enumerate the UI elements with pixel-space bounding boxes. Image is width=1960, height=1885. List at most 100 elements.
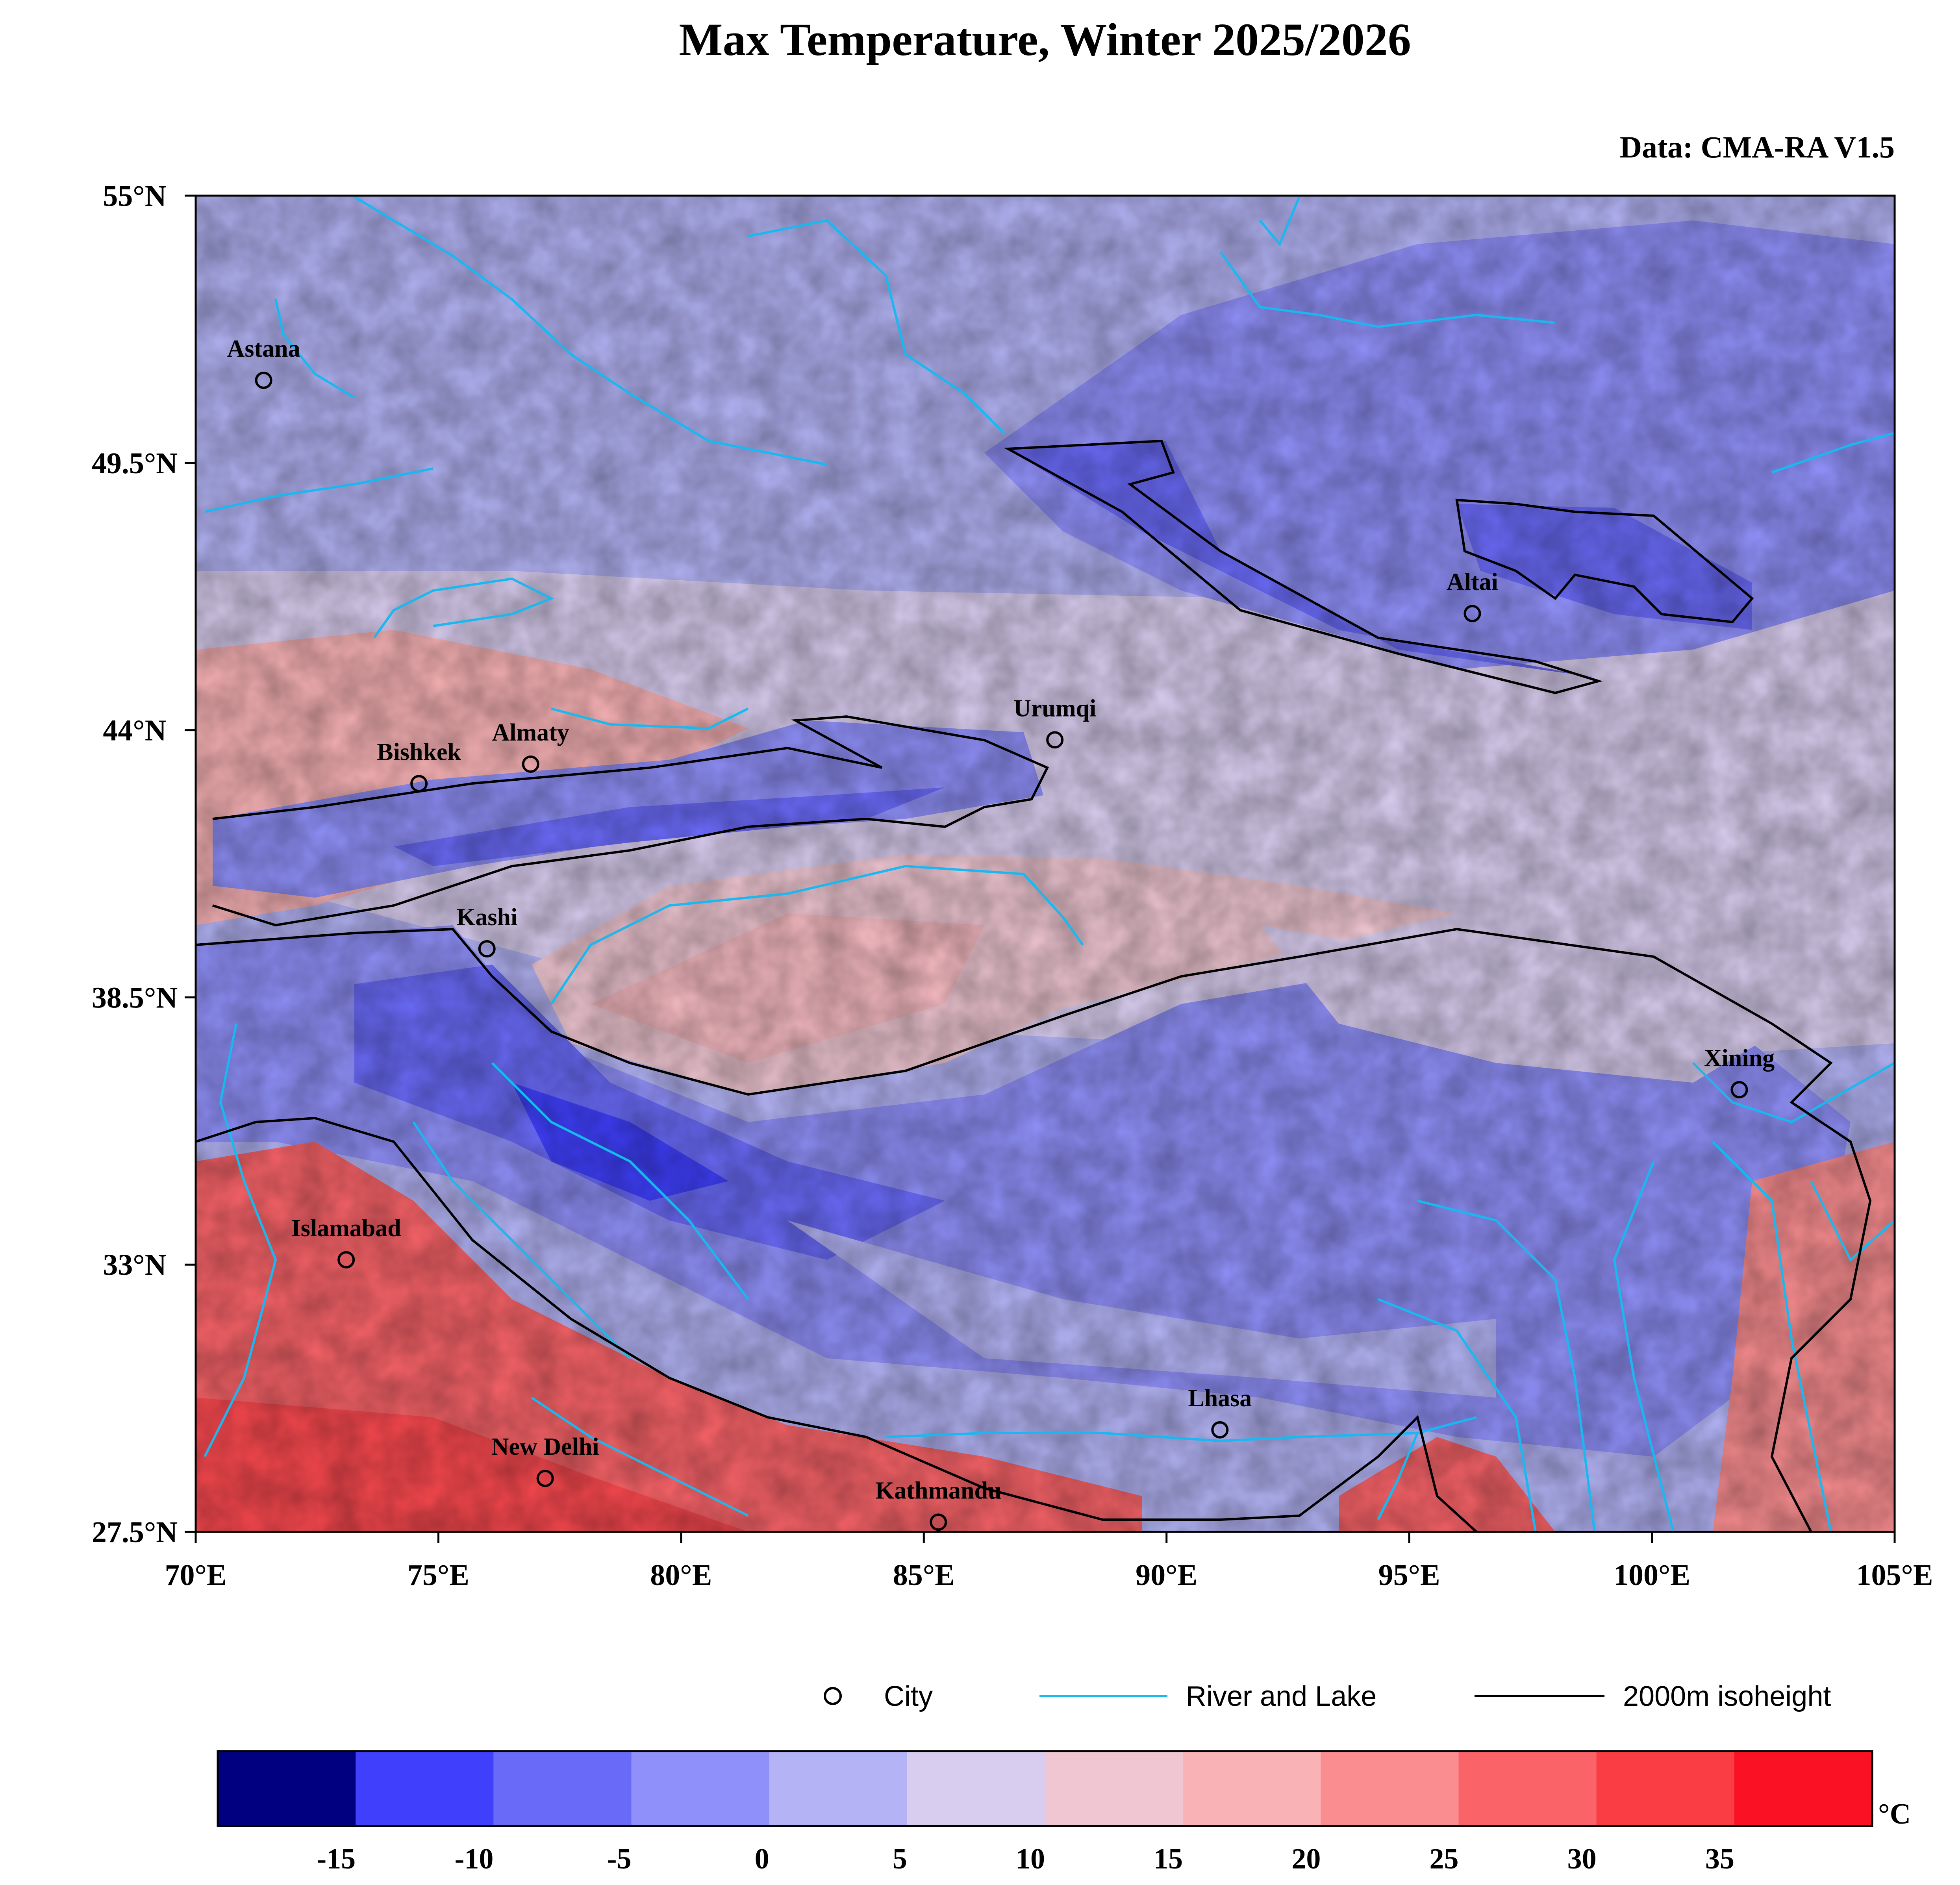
data-source: Data: CMA-RA V1.5 [1620, 130, 1895, 164]
city-label: Almaty [492, 719, 569, 746]
colorbar-tick-label: -10 [455, 1843, 494, 1875]
colorbar-tick-label: -5 [607, 1843, 632, 1875]
river-ili [551, 707, 749, 730]
y-tick-label: 33°N [103, 1248, 166, 1281]
river-brahmaputra [1377, 1432, 1419, 1520]
river-east [1771, 432, 1895, 474]
city-marker-icon [1730, 1081, 1748, 1098]
river-tobol [204, 467, 433, 513]
colorbar-bin [1321, 1751, 1459, 1826]
city-label: Kathmandu [875, 1477, 1001, 1504]
river-selenga [1219, 251, 1556, 328]
x-tick-label: 85°E [893, 1559, 955, 1592]
colorbar-bin [907, 1751, 1045, 1826]
city-marker-icon [1211, 1421, 1229, 1439]
city-urumqi: Urumqi [1013, 695, 1096, 749]
colorbar-tick-label: 0 [755, 1843, 769, 1875]
colorbar-tick-label: 15 [1154, 1843, 1183, 1875]
city-islamabad: Islamabad [291, 1215, 401, 1268]
isoheight-tianshan [212, 715, 1049, 927]
river-mekong [1377, 1298, 1537, 1532]
x-tick-label: 80°E [650, 1559, 712, 1592]
colorbar-tick-label: 5 [893, 1843, 907, 1875]
city-marker-icon [410, 775, 428, 793]
city-label: Kashi [456, 904, 517, 931]
river-ob [748, 219, 1005, 434]
city-marker-icon [337, 1251, 355, 1268]
colorbar-bin [1183, 1751, 1321, 1826]
x-tick-label: 95°E [1378, 1559, 1440, 1592]
city-marker-icon [522, 755, 539, 773]
x-tick-label: 75°E [408, 1559, 469, 1592]
city-new-delhi: New Delhi [491, 1433, 599, 1487]
colorbar-frame [217, 1750, 1873, 1827]
legend-city-label: City [884, 1681, 933, 1712]
colorbar-unit: °C [1878, 1798, 1911, 1830]
legend-city-icon [824, 1687, 842, 1705]
city-marker-icon [1046, 731, 1064, 749]
river-yangtze [1613, 1161, 1675, 1532]
colorbar-bin [356, 1751, 494, 1826]
y-tick-label: 55°N [103, 180, 166, 213]
city-marker-icon [1464, 605, 1481, 622]
city-bishkek: Bishkek [377, 739, 461, 793]
colorbar-tick-label: 10 [1016, 1843, 1045, 1875]
isoheight-2000m [196, 439, 1872, 1532]
lake-balkhash [373, 577, 554, 639]
city-marker-icon [930, 1513, 947, 1531]
x-axis-ticks: 70°E 75°E 80°E 85°E 90°E 95°E 100°E 105°E [165, 1532, 1933, 1592]
colorbar-bin [1045, 1751, 1183, 1826]
map-legend: City River and Lake 2000m isoheight [824, 1681, 1831, 1712]
river-huang-upper [1692, 1062, 1895, 1124]
colorbar-tick-label: -15 [317, 1843, 356, 1875]
city-label: Urumqi [1013, 695, 1096, 722]
legend-river-label: River and Lake [1186, 1681, 1376, 1712]
colorbar: -15 -10 -5 0 5 10 15 20 25 30 35 [217, 1750, 1873, 1875]
city-label: New Delhi [491, 1433, 599, 1460]
colorbar-bin [1734, 1751, 1873, 1826]
river-shyok [491, 1062, 749, 1300]
river-min [1810, 1180, 1895, 1262]
city-label: Altai [1447, 568, 1498, 595]
field-texture [196, 196, 1895, 1532]
river-tarim [550, 865, 1084, 1005]
y-tick-label: 27.5°N [92, 1516, 178, 1549]
city-altai: Altai [1447, 568, 1498, 622]
isoheight-altai-east [1455, 498, 1754, 624]
city-marker-icon [255, 371, 272, 389]
colorbar-bin [769, 1751, 908, 1826]
colorbar-tick-label: 25 [1430, 1843, 1459, 1875]
x-tick-label: 105°E [1856, 1559, 1933, 1592]
rivers-and-lakes [204, 196, 1895, 1532]
y-tick-label: 49.5°N [92, 447, 178, 480]
city-label: Islamabad [291, 1215, 401, 1242]
colorbar-bin [493, 1751, 632, 1826]
map-frame [195, 194, 1896, 1533]
river-irtysh [354, 196, 827, 466]
legend-isoheight-label: 2000m isoheight [1623, 1681, 1831, 1712]
city-marker-icon [536, 1470, 554, 1487]
colorbar-bin [1596, 1751, 1735, 1826]
city-kathmandu: Kathmandu [875, 1477, 1001, 1531]
city-marker-icon [478, 940, 496, 957]
isoheight-himalaya [196, 1117, 1478, 1532]
y-tick-label: 44°N [103, 714, 166, 747]
isoheight-plateau-north [196, 928, 1872, 1532]
x-tick-label: 70°E [165, 1559, 226, 1592]
city-label: Xining [1704, 1045, 1775, 1072]
city-label: Bishkek [377, 739, 461, 765]
city-lhasa: Lhasa [1188, 1385, 1252, 1439]
river-salween [1417, 1200, 1596, 1532]
colorbar-tick-label: 30 [1567, 1843, 1597, 1875]
y-tick-label: 38.5°N [92, 981, 178, 1014]
city-almaty: Almaty [492, 719, 569, 773]
temperature-field [196, 196, 1895, 1532]
river-ganges [531, 1396, 749, 1517]
colorbar-bin [218, 1751, 356, 1826]
colorbar-bin [1458, 1751, 1597, 1826]
x-tick-label: 100°E [1614, 1559, 1690, 1592]
river-ishim [274, 299, 355, 399]
colorbar-tick-label: 20 [1291, 1843, 1321, 1875]
river-indus [204, 1023, 277, 1457]
